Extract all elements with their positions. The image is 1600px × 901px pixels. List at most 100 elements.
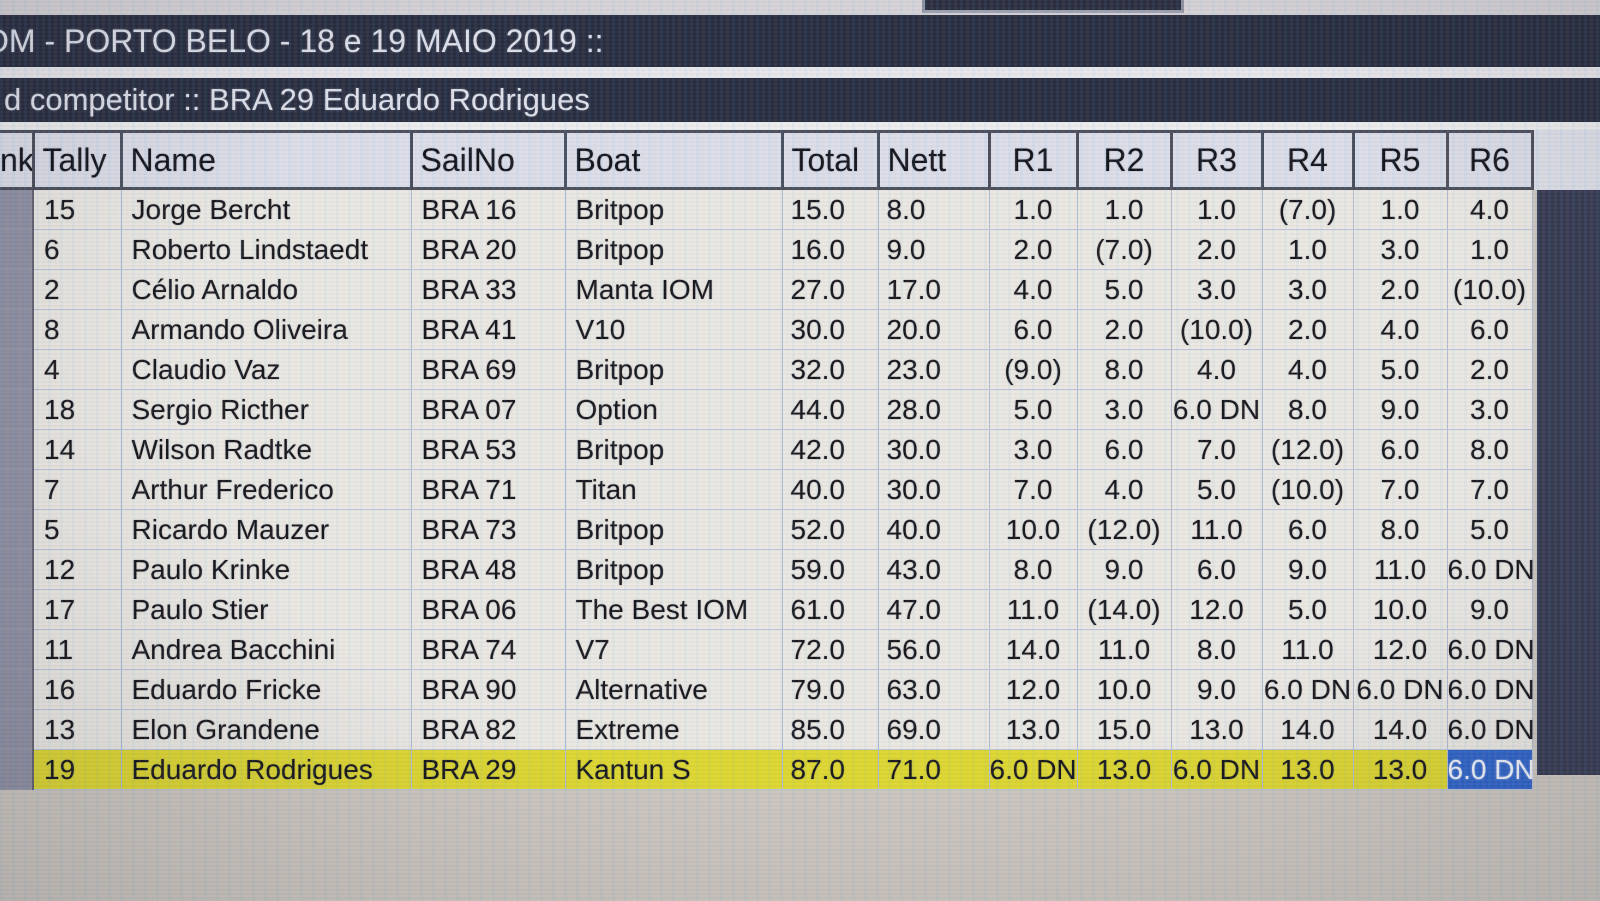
cell-r2[interactable]: (12.0) — [1077, 509, 1172, 550]
cell-r3[interactable]: 6.0 — [1171, 549, 1263, 590]
cell-total[interactable]: 87.0 — [782, 749, 879, 790]
cell-sailno[interactable]: BRA 33 — [411, 269, 566, 310]
cell-r5[interactable]: 12.0 — [1353, 629, 1448, 670]
cell-name[interactable]: Paulo Stier — [121, 589, 412, 630]
cell-r1[interactable]: 6.0 DN — [989, 749, 1078, 790]
cell-r3[interactable]: 12.0 — [1171, 589, 1263, 630]
cell-r1[interactable]: 4.0 — [989, 269, 1078, 310]
cell-sailno[interactable]: BRA 29 — [411, 749, 566, 790]
cell-sailno[interactable]: BRA 41 — [411, 309, 566, 350]
cell-r4[interactable]: 1.0 — [1262, 229, 1354, 270]
cell-tally[interactable]: 11 — [33, 629, 122, 670]
cell-total[interactable]: 15.0 — [782, 188, 879, 230]
cell-r4[interactable]: (12.0) — [1262, 429, 1354, 470]
cell-name[interactable]: Eduardo Fricke — [121, 669, 412, 710]
cell-total[interactable]: 40.0 — [782, 469, 879, 510]
cell-nett[interactable]: 30.0 — [878, 429, 990, 470]
cell-r5[interactable]: 1.0 — [1353, 188, 1448, 230]
cell-name[interactable]: Roberto Lindstaedt — [121, 229, 412, 270]
cell-name[interactable]: Andrea Bacchini — [121, 629, 412, 670]
cell-r2[interactable]: 15.0 — [1077, 709, 1172, 750]
cell-r1[interactable]: 12.0 — [989, 669, 1078, 710]
cell-r4[interactable]: 2.0 — [1262, 309, 1354, 350]
cell-name[interactable]: Ricardo Mauzer — [121, 509, 412, 550]
cell-total[interactable]: 42.0 — [782, 429, 879, 470]
cell-tally[interactable]: 7 — [33, 469, 122, 510]
cell-r4[interactable]: (10.0) — [1262, 469, 1354, 510]
column-header-sailno[interactable]: SailNo — [411, 130, 567, 190]
cell-r1[interactable]: 5.0 — [989, 389, 1078, 430]
cell-total[interactable]: 44.0 — [782, 389, 879, 430]
cell-name[interactable]: Sergio Ricther — [121, 389, 412, 430]
cell-boat[interactable]: Alternative — [565, 669, 783, 710]
cell-r3[interactable]: 1.0 — [1171, 188, 1263, 230]
column-header-name[interactable]: Name — [121, 130, 413, 190]
cell-r5[interactable]: 6.0 DN — [1353, 669, 1448, 710]
cell-r5[interactable]: 10.0 — [1353, 589, 1448, 630]
cell-name[interactable]: Arthur Frederico — [121, 469, 412, 510]
cell-r4[interactable]: 9.0 — [1262, 549, 1354, 590]
cell-r3[interactable]: 6.0 DN — [1171, 389, 1263, 430]
column-header-boat[interactable]: Boat — [565, 130, 784, 190]
cell-boat[interactable]: V7 — [565, 629, 783, 670]
cell-r2[interactable]: 13.0 — [1077, 749, 1172, 790]
cell-r4[interactable]: 6.0 DN — [1262, 669, 1354, 710]
cell-r5[interactable]: 6.0 — [1353, 429, 1448, 470]
cell-nett[interactable]: 30.0 — [878, 469, 990, 510]
cell-r3[interactable]: 13.0 — [1171, 709, 1263, 750]
cell-r5[interactable]: 5.0 — [1353, 349, 1448, 390]
cell-r6[interactable]: 5.0 — [1447, 509, 1533, 550]
cell-r1[interactable]: (9.0) — [989, 349, 1078, 390]
cell-total[interactable]: 72.0 — [782, 629, 879, 670]
cell-r5[interactable]: 3.0 — [1353, 229, 1448, 270]
cell-sailno[interactable]: BRA 73 — [411, 509, 566, 550]
cell-r4[interactable]: 11.0 — [1262, 629, 1354, 670]
cell-total[interactable]: 79.0 — [782, 669, 879, 710]
cell-nett[interactable]: 63.0 — [878, 669, 990, 710]
cell-r4[interactable]: 3.0 — [1262, 269, 1354, 310]
cell-nett[interactable]: 56.0 — [878, 629, 990, 670]
cell-r4[interactable]: 4.0 — [1262, 349, 1354, 390]
cell-r2[interactable]: 4.0 — [1077, 469, 1172, 510]
cell-r2[interactable]: (14.0) — [1077, 589, 1172, 630]
cell-r6[interactable]: 6.0 DN — [1447, 549, 1535, 590]
column-header-rank[interactable]: nk — [0, 130, 35, 190]
cell-r2[interactable]: 10.0 — [1077, 669, 1172, 710]
column-header-tally[interactable]: Tally — [33, 130, 123, 190]
column-header-r4[interactable]: R4 — [1262, 130, 1355, 190]
cell-tally[interactable]: 4 — [33, 349, 122, 390]
cell-nett[interactable]: 20.0 — [878, 309, 990, 350]
cell-r6[interactable]: 8.0 — [1447, 429, 1533, 470]
cell-r3[interactable]: 9.0 — [1171, 669, 1263, 710]
cell-tally[interactable]: 17 — [33, 589, 122, 630]
cell-boat[interactable]: Option — [565, 389, 783, 430]
column-header-r6[interactable]: R6 — [1447, 130, 1534, 190]
cell-r5[interactable]: 11.0 — [1353, 549, 1448, 590]
cell-r2[interactable]: 5.0 — [1077, 269, 1172, 310]
cell-sailno[interactable]: BRA 16 — [411, 188, 566, 230]
cell-r4[interactable]: 13.0 — [1262, 749, 1354, 790]
cell-r1[interactable]: 3.0 — [989, 429, 1078, 470]
cell-r4[interactable]: 8.0 — [1262, 389, 1354, 430]
cell-r6[interactable]: 7.0 — [1447, 469, 1533, 510]
cell-sailno[interactable]: BRA 07 — [411, 389, 566, 430]
cell-tally[interactable]: 6 — [33, 229, 122, 270]
cell-nett[interactable]: 28.0 — [878, 389, 990, 430]
cell-name[interactable]: Eduardo Rodrigues — [121, 749, 412, 790]
cell-r6[interactable]: 3.0 — [1447, 389, 1533, 430]
cell-nett[interactable]: 43.0 — [878, 549, 990, 590]
cell-boat[interactable]: Extreme — [565, 709, 783, 750]
cell-total[interactable]: 30.0 — [782, 309, 879, 350]
cell-r1[interactable]: 8.0 — [989, 549, 1078, 590]
cell-name[interactable]: Célio Arnaldo — [121, 269, 412, 310]
cell-boat[interactable]: V10 — [565, 309, 783, 350]
cell-nett[interactable]: 71.0 — [878, 749, 990, 790]
cell-r6[interactable]: 6.0 DN — [1447, 709, 1535, 750]
cell-r1[interactable]: 13.0 — [989, 709, 1078, 750]
cell-sailno[interactable]: BRA 82 — [411, 709, 566, 750]
cell-r3[interactable]: 3.0 — [1171, 269, 1263, 310]
cell-tally[interactable]: 19 — [33, 749, 122, 790]
cell-sailno[interactable]: BRA 53 — [411, 429, 566, 470]
cell-nett[interactable]: 69.0 — [878, 709, 990, 750]
cell-r5[interactable]: 7.0 — [1353, 469, 1448, 510]
